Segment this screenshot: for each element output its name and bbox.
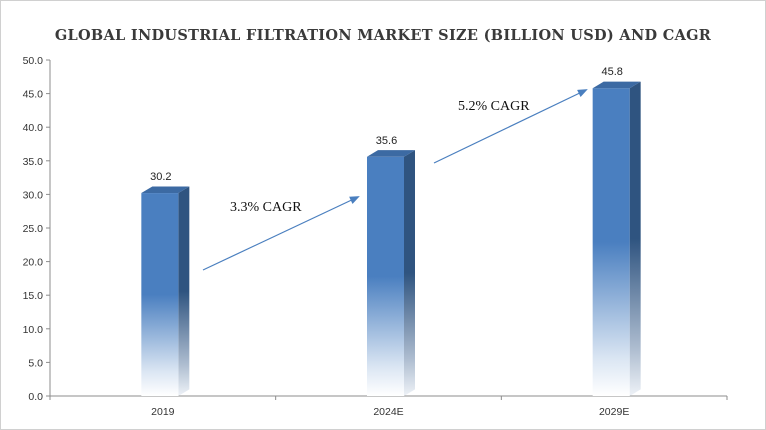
y-tick-label: 20.0: [23, 257, 44, 269]
bar-value-label: 30.2: [150, 171, 171, 183]
y-tick-label: 40.0: [23, 122, 44, 134]
bar-front: [592, 88, 630, 396]
cagr-arrow: [202, 196, 360, 271]
bar-2029E: 45.8: [592, 66, 641, 397]
bar-2024E: 35.6: [367, 135, 415, 396]
bar-2019: 30.2: [141, 171, 190, 396]
y-tick-label: 30.0: [23, 189, 44, 201]
y-tick-label: 50.0: [23, 55, 44, 67]
y-tick-label: 0.0: [28, 391, 43, 403]
x-tick-label: 2019: [151, 406, 175, 418]
bar-top: [141, 186, 190, 194]
cagr-label: 5.2% CAGR: [458, 99, 530, 114]
y-tick-label: 5.0: [28, 357, 43, 369]
cagr-label: 3.3% CAGR: [230, 200, 302, 215]
bar-front: [367, 156, 404, 396]
bar-top: [592, 81, 641, 89]
y-tick-label: 45.0: [23, 89, 44, 101]
x-tick-label: 2029E: [599, 406, 629, 418]
bar-value-label: 35.6: [376, 135, 397, 147]
cagr-arrow: [433, 89, 588, 164]
bar-front: [141, 193, 179, 396]
y-tick-label: 10.0: [23, 324, 44, 336]
x-tick-label: 2024E: [373, 406, 403, 418]
y-tick-label: 25.0: [23, 223, 44, 235]
y-tick-label: 15.0: [23, 290, 44, 302]
bar-top: [367, 150, 415, 157]
bar-side: [404, 150, 415, 396]
bar-side: [178, 186, 190, 396]
chart-title: GLOBAL INDUSTRIAL FILTRATION MARKET SIZE…: [54, 27, 712, 44]
y-tick-label: 35.0: [23, 156, 44, 168]
bar-side: [629, 81, 641, 397]
bar-value-label: 45.8: [601, 66, 622, 78]
